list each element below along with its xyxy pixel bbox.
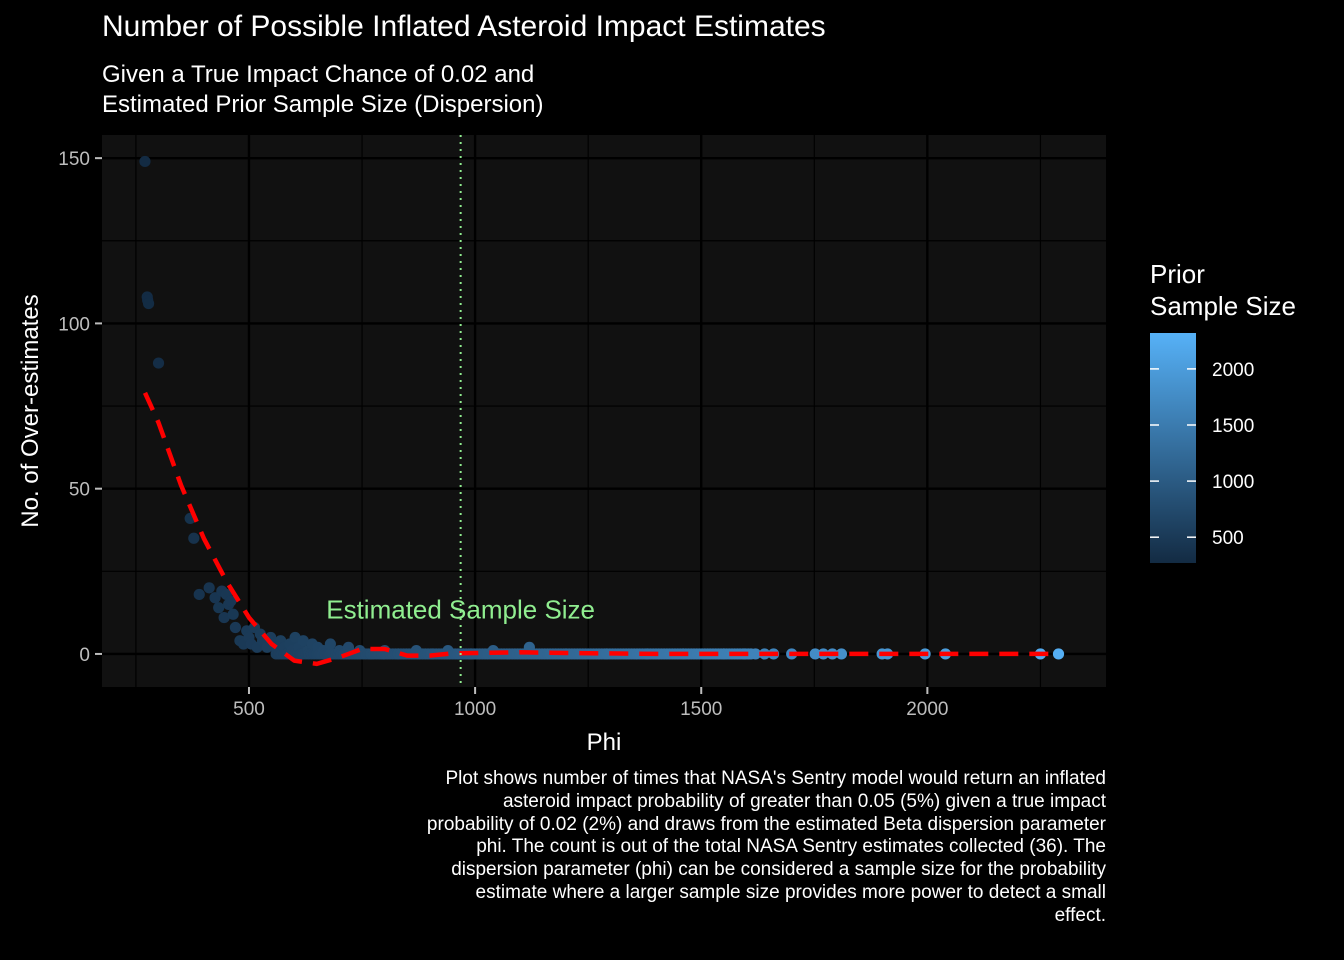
scatter-point [835,648,848,660]
x-tick-label: 2000 [906,699,948,720]
color-legend: Prior Sample Size 500 1000 1500 2000 [1150,259,1296,563]
scatter-point [218,611,230,624]
scatter-point [324,638,336,650]
scatter-point [227,608,239,620]
scatter-point [1052,648,1065,660]
scatter-point [142,297,155,310]
legend-tick-label: 1500 [1212,416,1254,437]
legend-colorbar [1150,333,1196,563]
axis-ticks: 500 1000 1500 2000 0 50 100 150 [58,149,948,720]
scatter-point [229,621,242,634]
legend-title-line-2: Sample Size [1150,291,1296,321]
caption-line-6: estimate where a larger sample size prov… [475,881,1106,903]
scatter-point [193,588,205,601]
plot-panel [102,135,1106,687]
x-axis-title: Phi [587,729,622,756]
scatter-point [213,602,225,614]
caption-line-1: Plot shows number of times that NASA's S… [445,768,1106,789]
legend-tick-label: 2000 [1212,360,1254,381]
caption-line-5: dispersion parameter (phi) can be consid… [451,859,1106,881]
reference-line-label: Estimated Sample Size [326,594,595,624]
subtitle-line-2: Estimated Prior Sample Size (Dispersion) [102,91,544,118]
y-tick-label: 0 [79,645,90,666]
caption-line-3: probability of 0.02 (2%) and draws from … [426,813,1106,835]
legend-ticks: 500 1000 1500 2000 [1150,360,1254,549]
scatter-point [139,155,151,168]
scatter-point [749,648,762,660]
x-tick-label: 1000 [454,699,496,720]
legend-title-line-1: Prior [1150,259,1205,289]
y-axis-title: No. of Over-estimates [17,294,44,527]
chart-caption: Plot shows number of times that NASA's S… [226,768,1106,928]
scatter-point [225,595,237,607]
legend-tick-label: 1000 [1212,472,1254,493]
trend-layer [142,391,1059,667]
scatter-point [809,648,821,660]
caption-line-2: asteroid impact probability of greater t… [502,790,1106,812]
y-tick-label: 150 [58,149,90,170]
subtitle-line-1: Given a True Impact Chance of 0.02 and [102,61,535,88]
chart-title: Number of Possible Inflated Asteroid Imp… [102,10,826,43]
x-tick-label: 1500 [680,699,722,720]
scatter-point [203,582,215,594]
caption-line-4: phi. The count is out of the total NASA … [476,836,1106,858]
chart-subtitle: Given a True Impact Chance of 0.02 and E… [102,60,543,120]
x-tick-label: 500 [233,699,265,720]
y-tick-label: 50 [69,480,90,501]
caption-line-7: effect. [1054,904,1106,926]
scatter-point [297,635,309,647]
y-tick-label: 100 [58,314,90,335]
scatter-point [152,357,165,369]
legend-tick-label: 500 [1212,528,1244,549]
trend-line [142,391,1059,667]
scatter-point [188,532,200,544]
